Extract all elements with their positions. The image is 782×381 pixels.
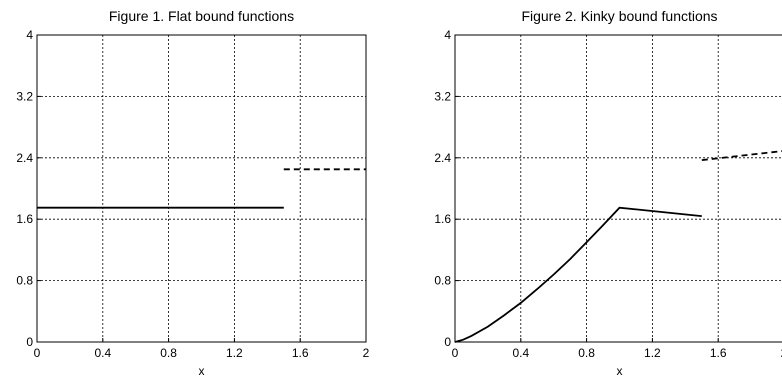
y-tick-label: 2.4 bbox=[16, 151, 33, 165]
y-tick-label: 0.8 bbox=[16, 274, 33, 288]
chart-title: Figure 1. Flat bound functions bbox=[109, 8, 294, 24]
y-tick-label: 2.4 bbox=[434, 151, 451, 165]
x-tick-label: 0.4 bbox=[512, 346, 529, 360]
chart-1: Figure 1. Flat bound functions 0 0.4 0.8 1.2… bbox=[16, 8, 369, 378]
x-tick-label: 1.6 bbox=[292, 346, 309, 360]
dashed-bound-line bbox=[701, 150, 782, 161]
x-axis-label: x bbox=[617, 364, 623, 378]
x-tick-label: 0.8 bbox=[160, 346, 177, 360]
x-tick-label: 2 bbox=[363, 346, 370, 360]
x-axis-label: x bbox=[199, 364, 205, 378]
y-tick-label: 0.8 bbox=[434, 274, 451, 288]
x-tick-label: 0 bbox=[452, 346, 459, 360]
y-tick-label: 0 bbox=[26, 335, 33, 349]
x-tick-label: 1.2 bbox=[226, 346, 243, 360]
y-tick-label: 3.2 bbox=[16, 89, 33, 103]
x-tick-label: 2 bbox=[781, 346, 782, 360]
plot-frame bbox=[454, 34, 782, 343]
y-tick-label: 1.6 bbox=[16, 212, 33, 226]
x-tick-label: 0.4 bbox=[94, 346, 111, 360]
x-tick-label: 0.8 bbox=[578, 346, 595, 360]
chart-title: Figure 2. Kinky bound functions bbox=[521, 8, 717, 24]
solid-bound-line bbox=[454, 206, 702, 343]
y-tick-label: 4 bbox=[444, 28, 451, 42]
y-tick-label: 1.6 bbox=[434, 212, 451, 226]
y-tick-label: 0 bbox=[444, 335, 451, 349]
x-tick-label: 1.6 bbox=[710, 346, 727, 360]
y-tick-label: 4 bbox=[26, 28, 33, 42]
chart-2: Figure 2. Kinky bound functions 0 0.4 0.8 1.… bbox=[434, 8, 782, 378]
plot-frame bbox=[36, 34, 367, 343]
x-tick-label: 0 bbox=[34, 346, 41, 360]
y-tick-label: 3.2 bbox=[434, 89, 451, 103]
x-tick-label: 1.2 bbox=[644, 346, 661, 360]
